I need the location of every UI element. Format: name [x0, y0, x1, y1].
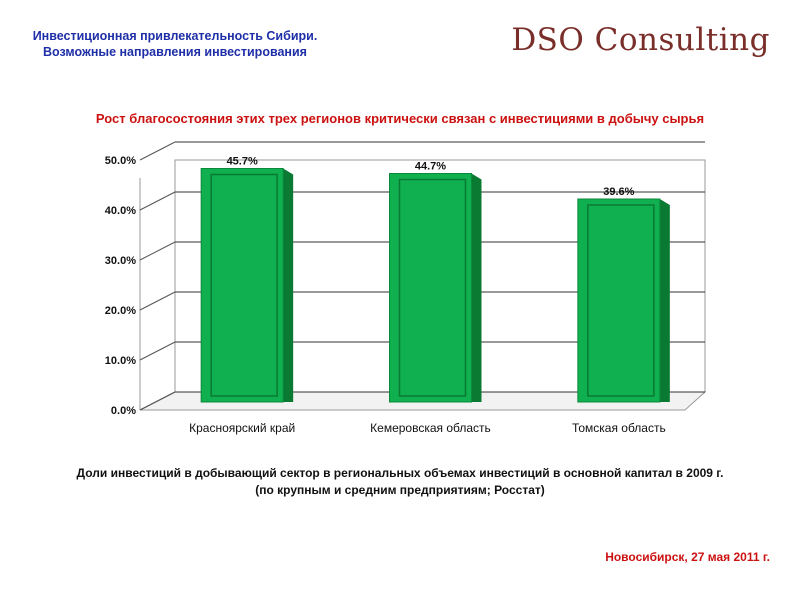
bar-side	[471, 173, 482, 402]
bar-side	[659, 199, 670, 402]
bar	[200, 168, 284, 403]
x-category-label: Кемеровская область	[370, 421, 491, 435]
y-tick-label: 50.0%	[105, 155, 136, 167]
y-tick-label: 30.0%	[105, 255, 136, 267]
bar	[389, 173, 472, 403]
bar-inner-panel	[210, 173, 278, 397]
caption-line-1: Доли инвестиций в добывающий сектор в ре…	[76, 466, 724, 480]
bar-side	[283, 168, 294, 402]
dso-consulting-logo: DSO Consulting	[511, 22, 770, 58]
gridline-diagonal	[139, 241, 176, 261]
title-line-1: Инвестиционная привлекательность Сибири.	[32, 29, 318, 43]
gridline-diagonal	[139, 291, 176, 311]
chart-heading: Рост благосостояния этих трех регионов к…	[95, 111, 705, 126]
y-tick-label: 40.0%	[105, 205, 136, 217]
caption-line-2: (по крупным и средним предприятиям; Росс…	[255, 483, 545, 497]
x-category-label: Красноярский край	[189, 421, 295, 435]
x-category-label: Томская область	[572, 421, 666, 435]
footer-date: Новосибирск, 27 мая 2011 г.	[605, 550, 770, 564]
presentation-title: Инвестиционная привлекательность Сибири.…	[10, 28, 340, 60]
bar-inner-panel	[587, 204, 655, 397]
gridline-diagonal	[139, 341, 176, 361]
bar-value-label: 39.6%	[603, 186, 634, 198]
bar-inner-panel	[398, 178, 467, 397]
bar-value-label: 44.7%	[415, 161, 446, 173]
gridline-diagonal	[139, 141, 176, 161]
bar-value-label: 45.7%	[227, 156, 258, 168]
title-line-2: Возможные направления инвестирования	[43, 45, 307, 59]
chart-caption: Доли инвестиций в добывающий сектор в ре…	[0, 465, 800, 499]
y-tick-label: 10.0%	[105, 355, 136, 367]
y-tick-label: 20.0%	[105, 305, 136, 317]
bar	[577, 198, 661, 403]
gridline-diagonal	[139, 391, 176, 411]
y-tick-label: 0.0%	[111, 405, 136, 417]
gridline-diagonal	[139, 191, 176, 211]
